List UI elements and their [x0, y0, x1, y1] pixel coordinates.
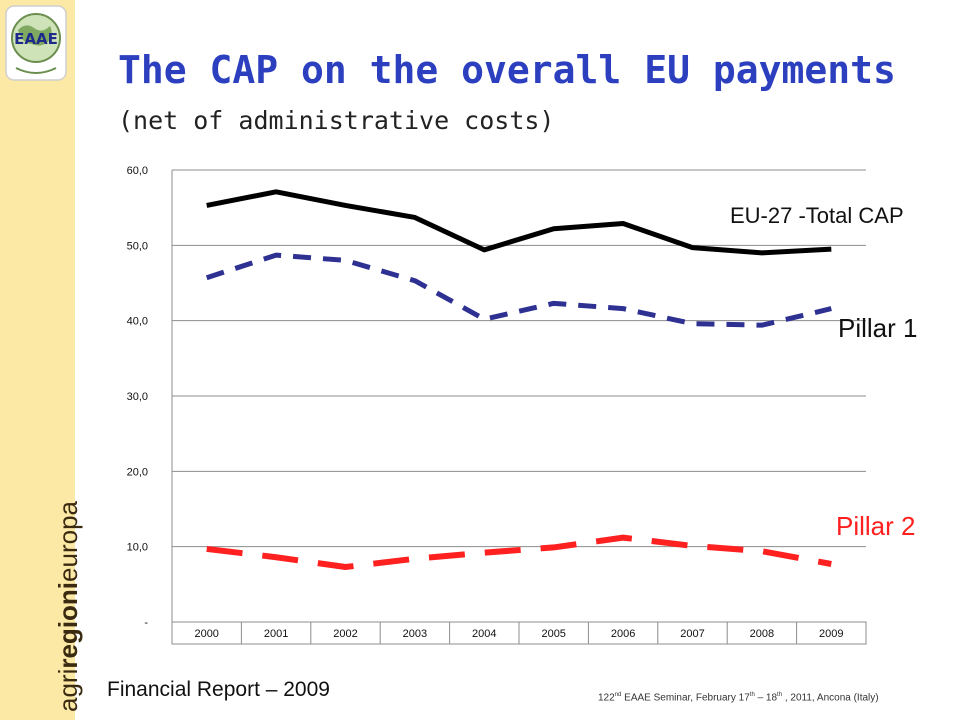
y-tick-label: 20,0 [127, 466, 148, 478]
y-tick-label: 30,0 [127, 391, 148, 403]
svg-text:EAAE: EAAE [14, 30, 58, 48]
x-tick-label: 2005 [541, 628, 565, 640]
eaae-logo: EAAE [5, 5, 67, 81]
x-tick-label: 2000 [194, 628, 218, 640]
series-line-pillar-2 [206, 534, 832, 571]
series-label-total-cap: EU-27 -Total CAP [730, 203, 904, 228]
y-tick-label: 40,0 [127, 316, 148, 328]
y-tick-label: 60,0 [127, 165, 148, 177]
sidebar-band [0, 0, 75, 720]
series-label-pillar-2: Pillar 2 [836, 511, 916, 541]
y-tick-label: - [144, 617, 148, 629]
x-tick-label: 2004 [472, 628, 496, 640]
y-tick-label: 10,0 [127, 542, 148, 554]
x-tick-label: 2001 [264, 628, 288, 640]
page-subtitle: (net of administrative costs) [118, 106, 555, 135]
series-label-pillar-1: Pillar 1 [838, 313, 918, 343]
x-tick-label: 2003 [403, 628, 427, 640]
seminar-footer: 122nd EAAE Seminar, February 17th – 18th… [598, 692, 879, 704]
x-tick-label: 2008 [750, 628, 774, 640]
source-note: Financial Report – 2009 [107, 678, 330, 701]
y-tick-label: 50,0 [127, 240, 148, 252]
series-line-pillar-1 [205, 252, 832, 328]
x-tick-label: 2009 [819, 628, 843, 640]
series-line-total-cap [206, 189, 832, 256]
page-title: The CAP on the overall EU payments [118, 48, 896, 92]
x-tick-label: 2006 [611, 628, 635, 640]
x-tick-label: 2002 [333, 628, 357, 640]
x-tick-label: 2007 [680, 628, 704, 640]
